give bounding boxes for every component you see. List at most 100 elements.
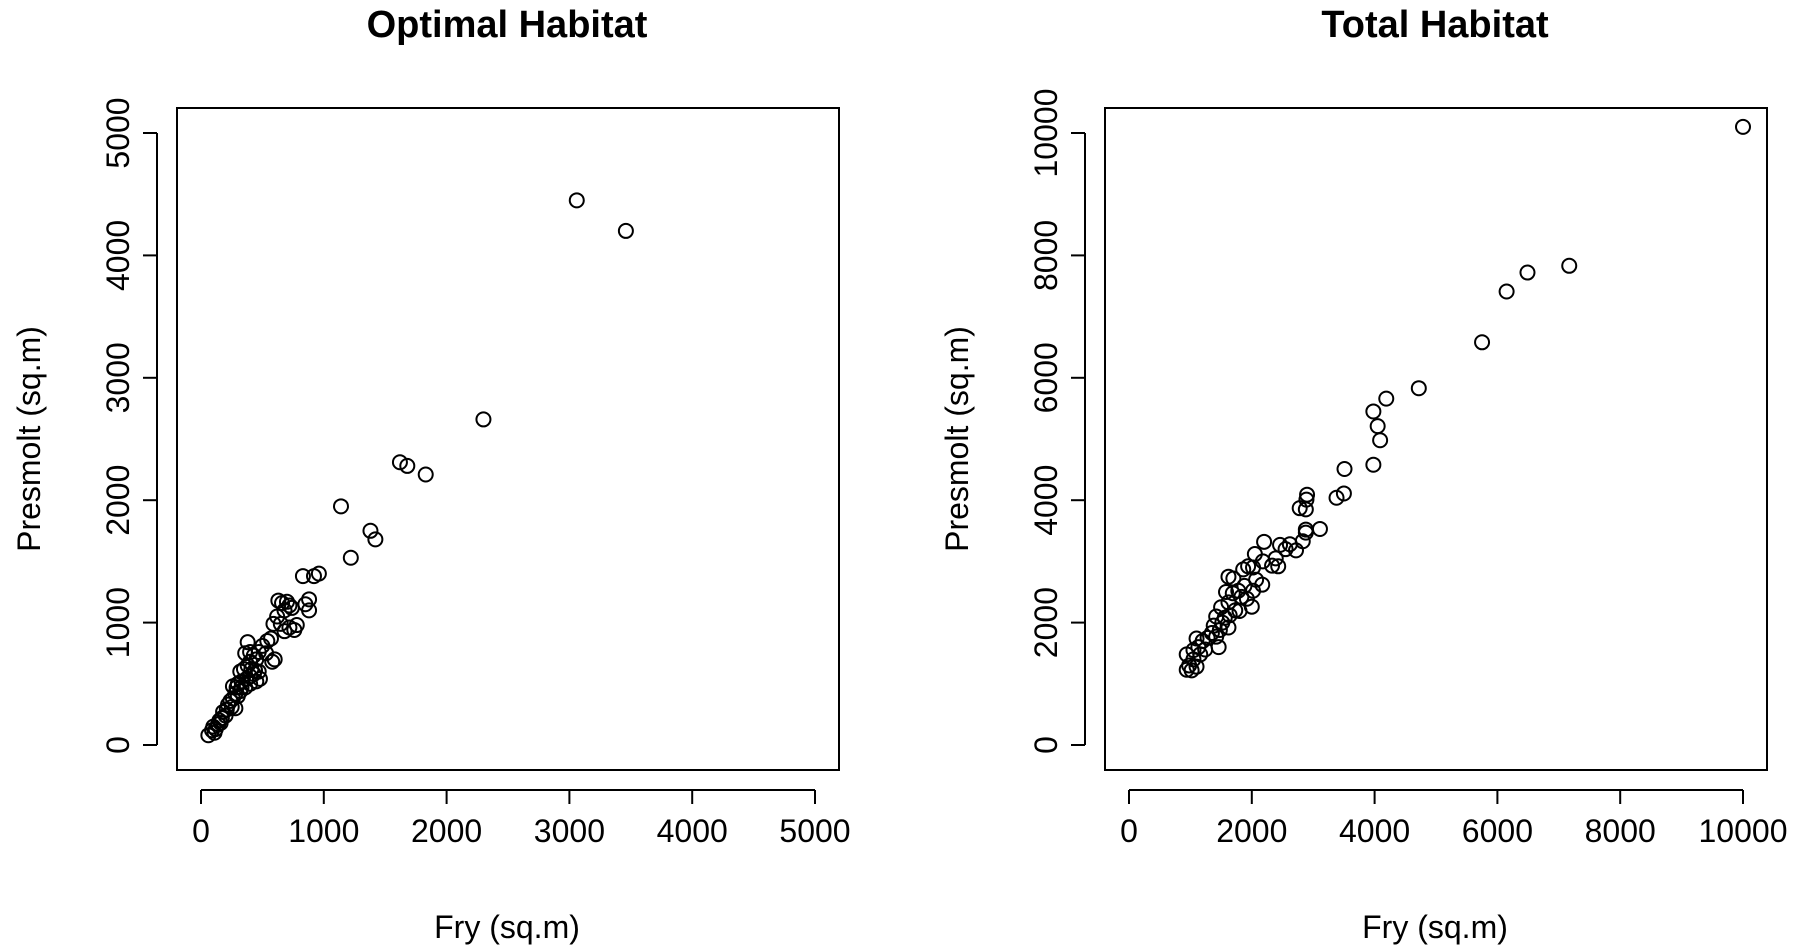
total-habitat-data-point xyxy=(1256,533,1273,550)
total-habitat-data-point xyxy=(1183,662,1200,679)
total-habitat-y-tick-label: 0 xyxy=(1028,736,1064,754)
total-habitat-data-point xyxy=(1231,602,1248,619)
optimal-habitat-data-point xyxy=(272,615,289,632)
total-habitat-y-tick-label: 6000 xyxy=(1028,342,1064,413)
total-habitat-data-point xyxy=(1365,456,1382,473)
total-habitat-x-axis: 0 2000 4000 6000 8000 10000 xyxy=(1120,789,1788,849)
total-habitat-title: Total Habitat xyxy=(1321,4,1549,46)
total-habitat-data-point xyxy=(1297,524,1314,541)
total-habitat-x-tick-label: 2000 xyxy=(1216,813,1287,849)
total-habitat-data-point xyxy=(1288,542,1305,559)
total-habitat-data-point xyxy=(1328,489,1345,506)
optimal-habitat-data-point xyxy=(269,608,286,625)
optimal-habitat-data-point xyxy=(281,597,298,614)
optimal-habitat-data-point xyxy=(264,653,281,670)
total-habitat-data-point xyxy=(1519,264,1536,281)
optimal-habitat-x-tick-label: 5000 xyxy=(779,813,850,849)
total-habitat-y-tick-label: 4000 xyxy=(1028,465,1064,536)
optimal-habitat-data-point xyxy=(362,522,379,539)
optimal-habitat-data-point xyxy=(475,411,492,428)
total-habitat-data-point xyxy=(1372,432,1389,449)
optimal-habitat-data-point xyxy=(617,222,634,239)
total-habitat-data-point xyxy=(1336,460,1353,477)
optimal-habitat-y-tick-label: 3000 xyxy=(100,342,136,413)
optimal-habitat-data-point xyxy=(251,670,268,687)
total-habitat-y-tick-label: 10000 xyxy=(1028,89,1064,178)
optimal-habitat-y-tick-label: 2000 xyxy=(100,465,136,536)
total-habitat-data-point xyxy=(1178,661,1195,678)
total-habitat-data-point xyxy=(1188,630,1205,647)
optimal-habitat-data-point xyxy=(274,595,291,612)
total-habitat-x-tick-label: 0 xyxy=(1120,813,1138,849)
optimal-habitat-points xyxy=(200,192,634,744)
optimal-habitat-data-point xyxy=(417,466,434,483)
optimal-habitat-x-tick-label: 3000 xyxy=(534,813,605,849)
optimal-habitat-panel: Optimal Habitat 0 1000 2000 3000 4000 5000 0 1… xyxy=(11,4,851,945)
total-habitat-data-point xyxy=(1291,500,1308,517)
optimal-habitat-data-point xyxy=(248,673,265,690)
total-habitat-x-tick-label: 8000 xyxy=(1585,813,1656,849)
optimal-habitat-data-point xyxy=(266,651,283,668)
optimal-habitat-y-axis: 0 1000 2000 3000 4000 5000 xyxy=(100,97,158,754)
optimal-habitat-data-point xyxy=(286,621,303,638)
optimal-habitat-data-point xyxy=(391,454,408,471)
total-habitat-y-label: Presmolt (sq.m) xyxy=(939,326,975,552)
total-habitat-data-point xyxy=(1735,118,1751,135)
optimal-habitat-y-tick-label: 4000 xyxy=(100,220,136,291)
optimal-habitat-data-point xyxy=(294,568,311,585)
total-habitat-data-point xyxy=(1270,558,1287,575)
total-habitat-data-point xyxy=(1264,557,1281,574)
total-habitat-x-tick-label: 6000 xyxy=(1462,813,1533,849)
optimal-habitat-data-point xyxy=(212,714,229,731)
total-habitat-data-point xyxy=(1203,625,1220,642)
total-habitat-data-point xyxy=(1474,334,1491,351)
optimal-habitat-data-point xyxy=(301,591,318,608)
optimal-habitat-data-point xyxy=(367,531,384,548)
optimal-habitat-data-point xyxy=(283,599,300,616)
optimal-habitat-data-point xyxy=(259,632,276,649)
total-habitat-data-point xyxy=(1311,520,1328,537)
total-habitat-data-point xyxy=(1235,561,1252,578)
total-habitat-data-point xyxy=(1238,590,1255,607)
total-habitat-data-point xyxy=(1561,257,1578,274)
optimal-habitat-x-tick-label: 4000 xyxy=(657,813,728,849)
optimal-habitat-x-label: Fry (sq.m) xyxy=(434,909,580,945)
total-habitat-data-point xyxy=(1220,568,1237,585)
total-habitat-plot-frame xyxy=(1104,107,1768,771)
total-habitat-x-tick-label: 10000 xyxy=(1699,813,1788,849)
optimal-habitat-y-tick-label: 5000 xyxy=(100,97,136,168)
optimal-habitat-y-tick-label: 1000 xyxy=(100,587,136,658)
total-habitat-points xyxy=(1178,118,1751,679)
total-habitat-data-point xyxy=(1498,283,1515,300)
total-habitat-data-point xyxy=(1297,501,1314,518)
optimal-habitat-x-tick-label: 1000 xyxy=(288,813,359,849)
optimal-habitat-data-point xyxy=(239,634,256,651)
optimal-habitat-y-label: Presmolt (sq.m) xyxy=(11,326,47,552)
total-habitat-x-label: Fry (sq.m) xyxy=(1362,909,1508,945)
optimal-habitat-y-tick-label: 0 xyxy=(100,736,136,754)
optimal-habitat-x-axis: 0 1000 2000 3000 4000 5000 xyxy=(192,789,851,849)
optimal-habitat-data-point xyxy=(568,192,585,209)
optimal-habitat-title: Optimal Habitat xyxy=(367,4,648,46)
optimal-habitat-data-point xyxy=(265,615,282,632)
total-habitat-y-tick-label: 8000 xyxy=(1028,220,1064,291)
total-habitat-y-tick-label: 2000 xyxy=(1028,587,1064,658)
total-habitat-data-point xyxy=(1410,380,1427,397)
total-habitat-data-point xyxy=(1197,641,1214,658)
optimal-habitat-data-point xyxy=(305,568,322,585)
optimal-habitat-x-tick-label: 2000 xyxy=(411,813,482,849)
total-habitat-data-point xyxy=(1378,390,1395,407)
total-habitat-panel: Total Habitat 0 2000 4000 6000 8000 10000 0 20… xyxy=(939,4,1787,945)
total-habitat-x-tick-label: 4000 xyxy=(1339,813,1410,849)
total-habitat-y-axis: 0 2000 4000 6000 8000 10000 xyxy=(1028,89,1086,754)
optimal-habitat-data-point xyxy=(218,701,235,718)
total-habitat-data-point xyxy=(1365,403,1382,420)
total-habitat-data-point xyxy=(1218,584,1235,600)
optimal-habitat-plot-frame xyxy=(176,107,840,771)
total-habitat-data-point xyxy=(1188,658,1205,675)
total-habitat-data-point xyxy=(1369,418,1386,435)
total-habitat-data-point xyxy=(1220,619,1237,636)
optimal-habitat-data-point xyxy=(399,457,416,474)
total-habitat-data-point xyxy=(1224,585,1241,602)
